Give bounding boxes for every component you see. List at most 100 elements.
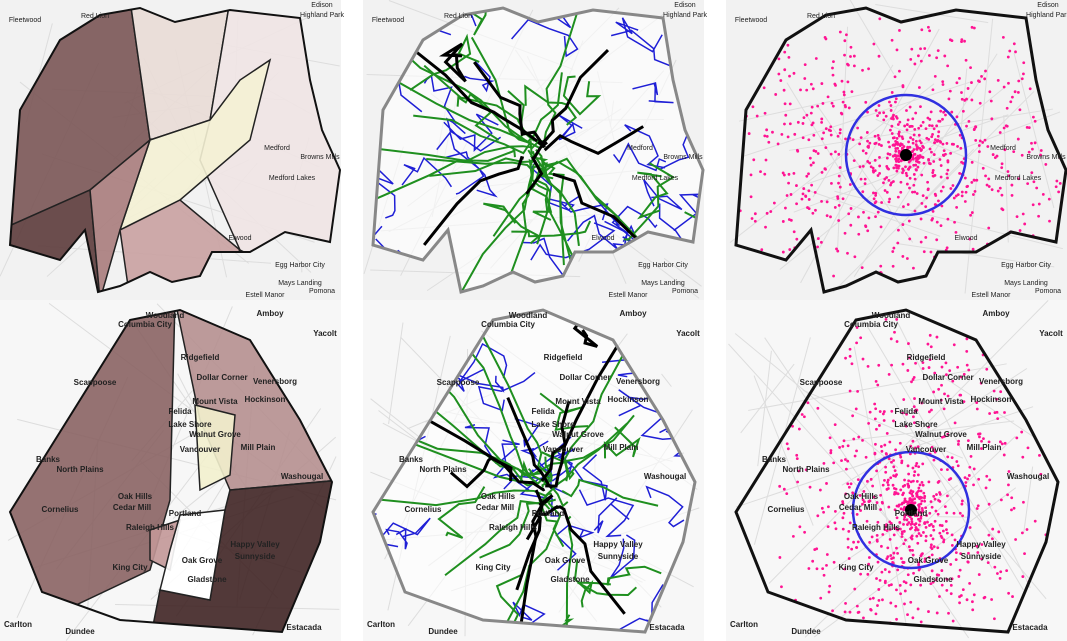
point: [847, 106, 851, 110]
point: [760, 248, 764, 252]
place-label: Estacada: [286, 623, 322, 632]
point: [915, 534, 919, 538]
point: [846, 482, 850, 486]
point: [843, 103, 847, 107]
point: [944, 373, 948, 377]
point: [852, 64, 856, 68]
point: [919, 240, 923, 244]
point: [970, 211, 974, 214]
point: [840, 79, 844, 83]
point: [894, 97, 898, 101]
point: [1025, 126, 1029, 129]
road: [875, 4, 989, 24]
point: [906, 203, 910, 206]
point: [914, 522, 918, 526]
point: [824, 167, 827, 171]
point: [999, 570, 1003, 574]
place-label: Medford: [627, 145, 653, 152]
point: [832, 60, 835, 64]
point: [942, 407, 946, 411]
point: [950, 577, 954, 581]
place-label: Elwood: [592, 235, 615, 242]
point: [829, 449, 833, 452]
point: [821, 567, 825, 571]
point: [924, 205, 928, 209]
point: [939, 109, 943, 113]
point: [930, 505, 934, 509]
point: [833, 521, 837, 525]
place-label: Banks: [399, 455, 424, 464]
point: [850, 547, 854, 551]
point: [801, 122, 805, 125]
point: [858, 494, 862, 497]
point: [842, 511, 846, 515]
point: [933, 450, 937, 454]
point: [719, 177, 722, 180]
point: [911, 548, 914, 552]
point: [829, 215, 832, 219]
point: [992, 389, 996, 393]
point: [954, 230, 958, 234]
point: [918, 139, 922, 143]
point: [847, 529, 851, 533]
network-line: [373, 171, 396, 219]
point: [1020, 531, 1024, 535]
point: [902, 205, 905, 209]
map-panel: Edison Highland Park Fleetwood Red Lion Medf…: [719, 0, 1067, 300]
point: [955, 115, 959, 119]
point: [970, 160, 974, 164]
point: [917, 133, 921, 137]
place-label: Estacada: [1012, 623, 1048, 632]
point: [921, 194, 925, 198]
point: [988, 412, 992, 415]
place-label: Happy Valley: [230, 540, 280, 549]
point: [874, 612, 878, 616]
point: [1000, 162, 1004, 166]
point: [868, 161, 872, 165]
point: [822, 573, 826, 577]
place-label: Walnut Grove: [915, 430, 967, 439]
point: [906, 613, 909, 617]
point: [837, 174, 841, 178]
point: [971, 600, 974, 604]
point: [846, 545, 850, 549]
point: [912, 183, 916, 187]
place-label: Raleigh Hills: [489, 523, 538, 532]
point: [844, 601, 847, 605]
point: [922, 250, 926, 254]
point: [937, 199, 940, 203]
point: [816, 514, 820, 518]
point: [885, 190, 889, 194]
point: [841, 502, 845, 505]
point: [921, 483, 925, 487]
point: [837, 152, 841, 156]
point: [1041, 193, 1045, 196]
point: [753, 219, 757, 223]
network-line: [512, 601, 546, 625]
point: [820, 82, 824, 85]
point: [920, 173, 924, 177]
point: [878, 156, 881, 159]
point: [899, 190, 903, 194]
point: [807, 172, 810, 176]
point: [931, 88, 935, 92]
place-label: Hockinson: [608, 395, 649, 404]
point: [813, 548, 817, 551]
point: [883, 568, 887, 571]
point: [824, 37, 828, 41]
point: [898, 527, 902, 531]
place-label: Ridgefield: [907, 353, 946, 362]
point: [949, 187, 953, 190]
point: [972, 467, 976, 471]
point: [977, 79, 980, 83]
point: [911, 479, 915, 483]
point: [927, 610, 930, 613]
point: [914, 156, 918, 160]
point: [797, 427, 801, 431]
point: [948, 89, 952, 93]
point: [875, 538, 879, 542]
point: [974, 125, 978, 129]
point: [788, 102, 792, 106]
point: [1015, 436, 1019, 440]
point: [954, 551, 958, 555]
